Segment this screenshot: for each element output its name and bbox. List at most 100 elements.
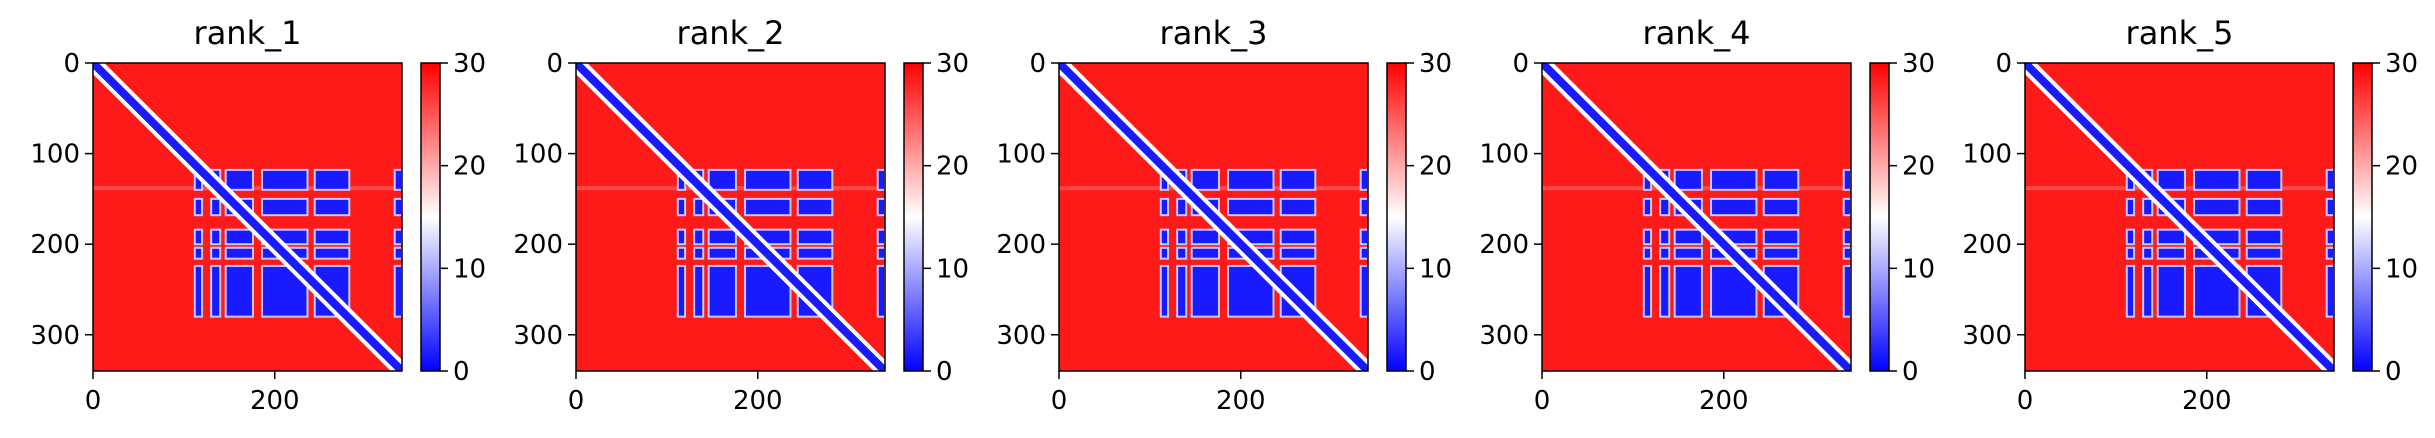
heatmap-block: [2142, 228, 2154, 246]
heatmap-block: [1642, 246, 1653, 260]
heatmap-block: [1190, 228, 1220, 246]
colorbar-tick-label: 10: [2385, 254, 2418, 284]
heatmap-block: [744, 197, 792, 217]
heatmap-block: [1642, 197, 1653, 217]
heatmap-block: [193, 264, 204, 318]
y-tick-label: 200: [30, 230, 80, 260]
y-tick-label: 100: [996, 140, 1046, 170]
colorbar-tick-label: 20: [1902, 152, 1935, 182]
heatmap-block: [1762, 168, 1800, 191]
heatmap-block: [1762, 197, 1800, 217]
x-tick-label: 0: [568, 386, 585, 416]
axes-frame: [92, 62, 403, 372]
panel-1: rank_1 0 100 200 300 0 200 0 10 20 30: [30, 14, 486, 416]
y-tick-label: 0: [1995, 49, 2012, 79]
y-tick-label: 300: [996, 321, 1046, 351]
heatmap-block: [796, 168, 834, 191]
heatmap-block: [1642, 264, 1653, 318]
y-tick-label: 100: [1479, 140, 1529, 170]
heatmap-block: [707, 228, 737, 246]
heatmap-block: [313, 246, 351, 260]
colorbar-gradient: [2352, 62, 2373, 372]
panel-title: rank_5: [2126, 14, 2234, 52]
heatmap-block: [876, 168, 885, 191]
y-tick-label: 0: [1512, 49, 1529, 79]
colorbar-tick-label: 0: [453, 357, 470, 387]
colorbar-gradient: [1386, 62, 1407, 372]
heatmap-block: [676, 228, 687, 246]
heatmap-block: [2156, 264, 2186, 318]
heatmap-block: [1659, 246, 1671, 260]
heatmap-block: [193, 228, 204, 246]
colorbar-tick-label: 30: [2385, 49, 2418, 79]
heatmap-block: [1842, 246, 1851, 260]
heatmap-block: [876, 246, 885, 260]
heatmap-block: [876, 228, 885, 246]
colorbar-tick-label: 30: [453, 49, 486, 79]
colorbar-tick-label: 30: [1419, 49, 1452, 79]
heatmap-block: [193, 246, 204, 260]
colorbar: 0 10 20 30: [420, 49, 486, 387]
axes-frame: [575, 62, 886, 372]
heatmap-block: [224, 246, 254, 260]
heatmap-block: [210, 264, 222, 318]
heatmap-block: [1159, 197, 1170, 217]
diagonal-band: [1542, 63, 1851, 371]
heatmap-block: [676, 264, 687, 318]
heatmap-block: [1762, 228, 1800, 246]
colorbar-tick-label: 0: [1902, 357, 1919, 387]
diagonal-band: [1059, 63, 1368, 371]
heatmap-block: [876, 197, 885, 217]
y-tick-label: 0: [1029, 49, 1046, 79]
heatmap-block: [676, 197, 687, 217]
x-tick-label: 200: [250, 386, 300, 416]
heatmap-block: [1842, 264, 1851, 318]
heatmap-block: [693, 197, 705, 217]
heatmap-block: [1673, 246, 1703, 260]
heatmap-block: [693, 246, 705, 260]
heatmap-block: [707, 246, 737, 260]
colorbar: 0 10 20 30: [903, 49, 969, 387]
heatmap-block: [313, 228, 351, 246]
heatmap-block: [1673, 264, 1703, 318]
colorbar: 0 10 20 30: [1869, 49, 1935, 387]
heatmap-block: [313, 168, 351, 191]
heatmap-block: [1176, 228, 1188, 246]
panel-title: rank_4: [1643, 14, 1751, 52]
heatmap-block: [261, 168, 309, 191]
y-tick-label: 0: [546, 49, 563, 79]
heatmap-block: [393, 246, 402, 260]
heatmap-block: [1227, 168, 1275, 191]
heatmap-block: [2325, 264, 2334, 318]
heatmap-block: [2325, 246, 2334, 260]
heatmap-block: [1159, 246, 1170, 260]
panel-title: rank_3: [1160, 14, 1268, 52]
heatmap-block: [1359, 197, 1368, 217]
panel-title: rank_2: [677, 14, 785, 52]
heatmap-block: [2125, 228, 2136, 246]
axes-frame: [1058, 62, 1369, 372]
y-tick-label: 200: [1962, 230, 2012, 260]
heatmap-block: [1659, 228, 1671, 246]
heatmap-block: [224, 264, 254, 318]
colorbar-gradient: [1869, 62, 1890, 372]
colorbar-tick-label: 10: [1902, 254, 1935, 284]
heatmap-block: [2125, 197, 2136, 217]
heatmap-block: [193, 197, 204, 217]
heatmap-block: [796, 228, 834, 246]
panel-title: rank_1: [194, 14, 302, 52]
heatmap-block: [1359, 264, 1368, 318]
colorbar-tick-label: 20: [1419, 152, 1452, 182]
colorbar-tick-label: 20: [936, 152, 969, 182]
heatmap-block: [1710, 168, 1758, 191]
heatmap-block: [744, 168, 792, 191]
y-tick-label: 300: [513, 321, 563, 351]
diagonal-band: [93, 63, 402, 371]
heatmap-block: [1176, 264, 1188, 318]
heatmap-block: [2142, 264, 2154, 318]
heatmap-block: [2193, 168, 2241, 191]
heatmap-block: [1159, 228, 1170, 246]
heatmap-block: [1659, 197, 1671, 217]
heatmap-block: [1642, 228, 1653, 246]
